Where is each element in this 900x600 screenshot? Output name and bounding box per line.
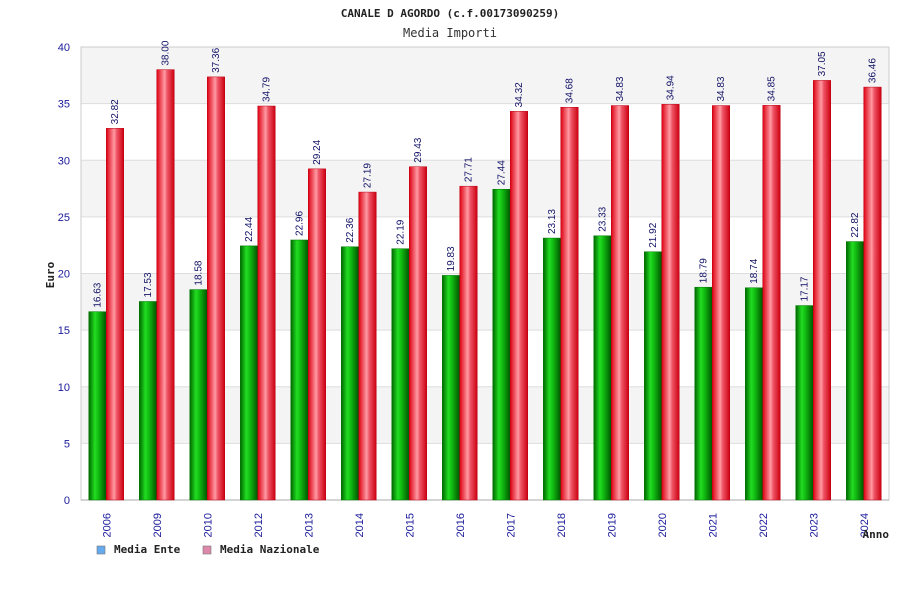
bar-media-ente-2019 <box>593 235 612 501</box>
data-label: 27.19 <box>363 163 374 188</box>
data-label: 23.13 <box>547 209 558 234</box>
data-label: 36.46 <box>868 58 879 83</box>
data-label: 16.63 <box>93 282 104 307</box>
data-label: 22.44 <box>244 216 255 241</box>
bar-media-nazionale-2019 <box>611 105 629 501</box>
data-label: 22.36 <box>345 217 356 242</box>
data-label: 22.82 <box>850 212 861 237</box>
bar-media-ente-2024 <box>846 241 864 501</box>
bar-media-nazionale-2009 <box>156 69 175 501</box>
bar-media-nazionale-2014 <box>358 191 377 501</box>
data-label: 34.68 <box>565 78 576 103</box>
data-label: 22.19 <box>396 219 407 244</box>
bar-media-ente-2010 <box>189 289 208 501</box>
data-label: 18.79 <box>699 258 710 283</box>
x-tick-label: 2012 <box>253 513 265 537</box>
bar-media-nazionale-2022 <box>762 105 781 501</box>
bar-media-nazionale-2012 <box>257 105 276 501</box>
chart-subtitle: Media Importi <box>403 26 497 40</box>
bar-media-ente-2016 <box>442 275 460 501</box>
data-label: 34.83 <box>615 76 626 101</box>
bar-media-ente-2006 <box>88 311 107 501</box>
y-tick-label: 35 <box>58 99 70 111</box>
bar-media-ente-2013 <box>290 239 309 501</box>
data-label: 27.44 <box>497 160 508 185</box>
data-label: 22.96 <box>295 211 306 236</box>
data-label: 17.17 <box>800 276 811 301</box>
data-label: 32.82 <box>110 99 121 124</box>
data-label: 34.32 <box>514 82 525 107</box>
data-label: 18.74 <box>749 258 760 283</box>
y-tick-label: 40 <box>58 42 70 54</box>
x-tick-label: 2021 <box>707 513 719 537</box>
bar-media-ente-2020 <box>644 251 662 501</box>
bar-media-nazionale-2024 <box>863 86 882 501</box>
bar-media-ente-2021 <box>694 286 713 501</box>
data-label: 34.79 <box>262 77 273 102</box>
bar-media-nazionale-2015 <box>409 166 427 501</box>
x-tick-label: 2019 <box>606 513 618 537</box>
data-label: 27.71 <box>464 157 475 182</box>
bar-media-ente-2017 <box>492 188 511 501</box>
y-tick-label: 10 <box>58 382 70 394</box>
bar-media-nazionale-2018 <box>560 106 579 501</box>
data-label: 34.85 <box>767 76 778 101</box>
y-tick-label: 5 <box>64 438 70 450</box>
y-tick-label: 20 <box>58 269 70 281</box>
bar-media-nazionale-2006 <box>106 128 124 501</box>
data-label: 34.94 <box>666 75 677 100</box>
data-label: 18.58 <box>194 260 205 285</box>
x-tick-label: 2024 <box>859 513 871 537</box>
y-tick-label: 15 <box>58 325 70 337</box>
bar-media-ente-2015 <box>391 248 410 501</box>
legend-swatch <box>96 545 106 555</box>
x-tick-label: 2022 <box>758 513 770 537</box>
bar-media-ente-2022 <box>745 287 763 501</box>
bar-media-nazionale-2016 <box>459 185 478 501</box>
bar-media-nazionale-2013 <box>308 168 326 501</box>
x-tick-label: 2009 <box>152 513 164 537</box>
bar-media-ente-2018 <box>543 237 561 501</box>
x-tick-label: 2016 <box>455 513 467 537</box>
data-label: 38.00 <box>161 40 172 65</box>
legend-label: Media Ente <box>114 543 181 556</box>
bar-media-nazionale-2010 <box>207 76 225 501</box>
bar-media-nazionale-2023 <box>813 80 831 501</box>
x-tick-label: 2014 <box>354 513 366 537</box>
legend-swatch <box>202 545 212 555</box>
x-tick-label: 2010 <box>202 513 214 537</box>
data-label: 34.83 <box>716 76 727 101</box>
data-label: 17.53 <box>143 272 154 297</box>
legend-label: Media Nazionale <box>220 543 320 556</box>
bar-media-ente-2009 <box>139 301 157 501</box>
chart-title: CANALE D AGORDO (c.f.00173090259) <box>341 7 560 20</box>
x-axis-title: Anno <box>863 528 890 541</box>
x-tick-label: 2018 <box>556 513 568 537</box>
data-label: 29.24 <box>312 139 323 164</box>
data-label: 21.92 <box>648 222 659 247</box>
x-tick-label: 2015 <box>404 513 416 537</box>
data-label: 19.83 <box>446 246 457 271</box>
bar-media-ente-2012 <box>240 245 258 501</box>
bar-media-nazionale-2021 <box>712 105 730 501</box>
bar-media-nazionale-2020 <box>661 104 680 501</box>
x-tick-label: 2023 <box>808 513 820 537</box>
y-tick-label: 0 <box>64 495 70 507</box>
x-tick-label: 2013 <box>303 513 315 537</box>
legend: Media Ente Media Nazionale <box>96 543 320 556</box>
data-label: 37.36 <box>211 47 222 72</box>
data-label: 29.43 <box>413 137 424 162</box>
bar-media-ente-2023 <box>795 305 814 501</box>
x-tick-label: 2020 <box>657 513 669 537</box>
x-tick-label: 2017 <box>505 513 517 537</box>
y-tick-label: 25 <box>58 212 70 224</box>
data-label: 37.05 <box>817 51 828 76</box>
data-label: 23.33 <box>598 206 609 231</box>
x-tick-label: 2006 <box>101 513 113 537</box>
bar-media-ente-2014 <box>341 246 359 501</box>
y-tick-label: 30 <box>58 155 70 167</box>
y-axis-title: Euro <box>44 261 57 288</box>
bar-media-nazionale-2017 <box>510 111 528 501</box>
